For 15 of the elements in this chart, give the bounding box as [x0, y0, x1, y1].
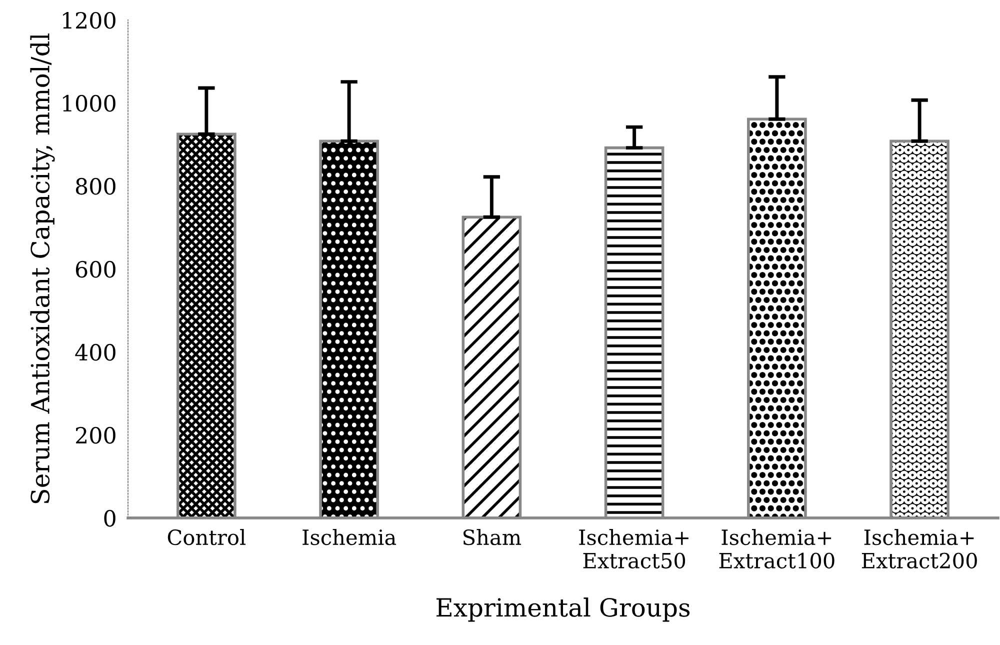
x-tick-label: Control: [168, 529, 246, 546]
y-tick-label: 1000: [63, 94, 116, 112]
y-tick-label: 400: [75, 344, 116, 361]
x-tick-label: Ischemia: [302, 529, 396, 546]
y-tick-label: 200: [76, 426, 116, 444]
x-tick-label: Ischemia+ Extract50: [579, 529, 688, 568]
y-axis-title: Serum Antioxidant Capacity, mmol/dl: [30, 33, 55, 504]
x-tick-label: Ischemia+ Extract100: [719, 529, 834, 568]
x-tick-label: Sham: [464, 529, 522, 546]
y-tick-label: 600: [76, 260, 116, 278]
y-tick-label: 800: [76, 178, 116, 195]
y-tick-label: 0: [104, 510, 116, 527]
x-axis-title: Exprimental Groups: [436, 598, 690, 622]
x-tick-label: Ischemia+ Extract200: [862, 529, 977, 568]
y-tick-label: 1200: [63, 12, 116, 29]
